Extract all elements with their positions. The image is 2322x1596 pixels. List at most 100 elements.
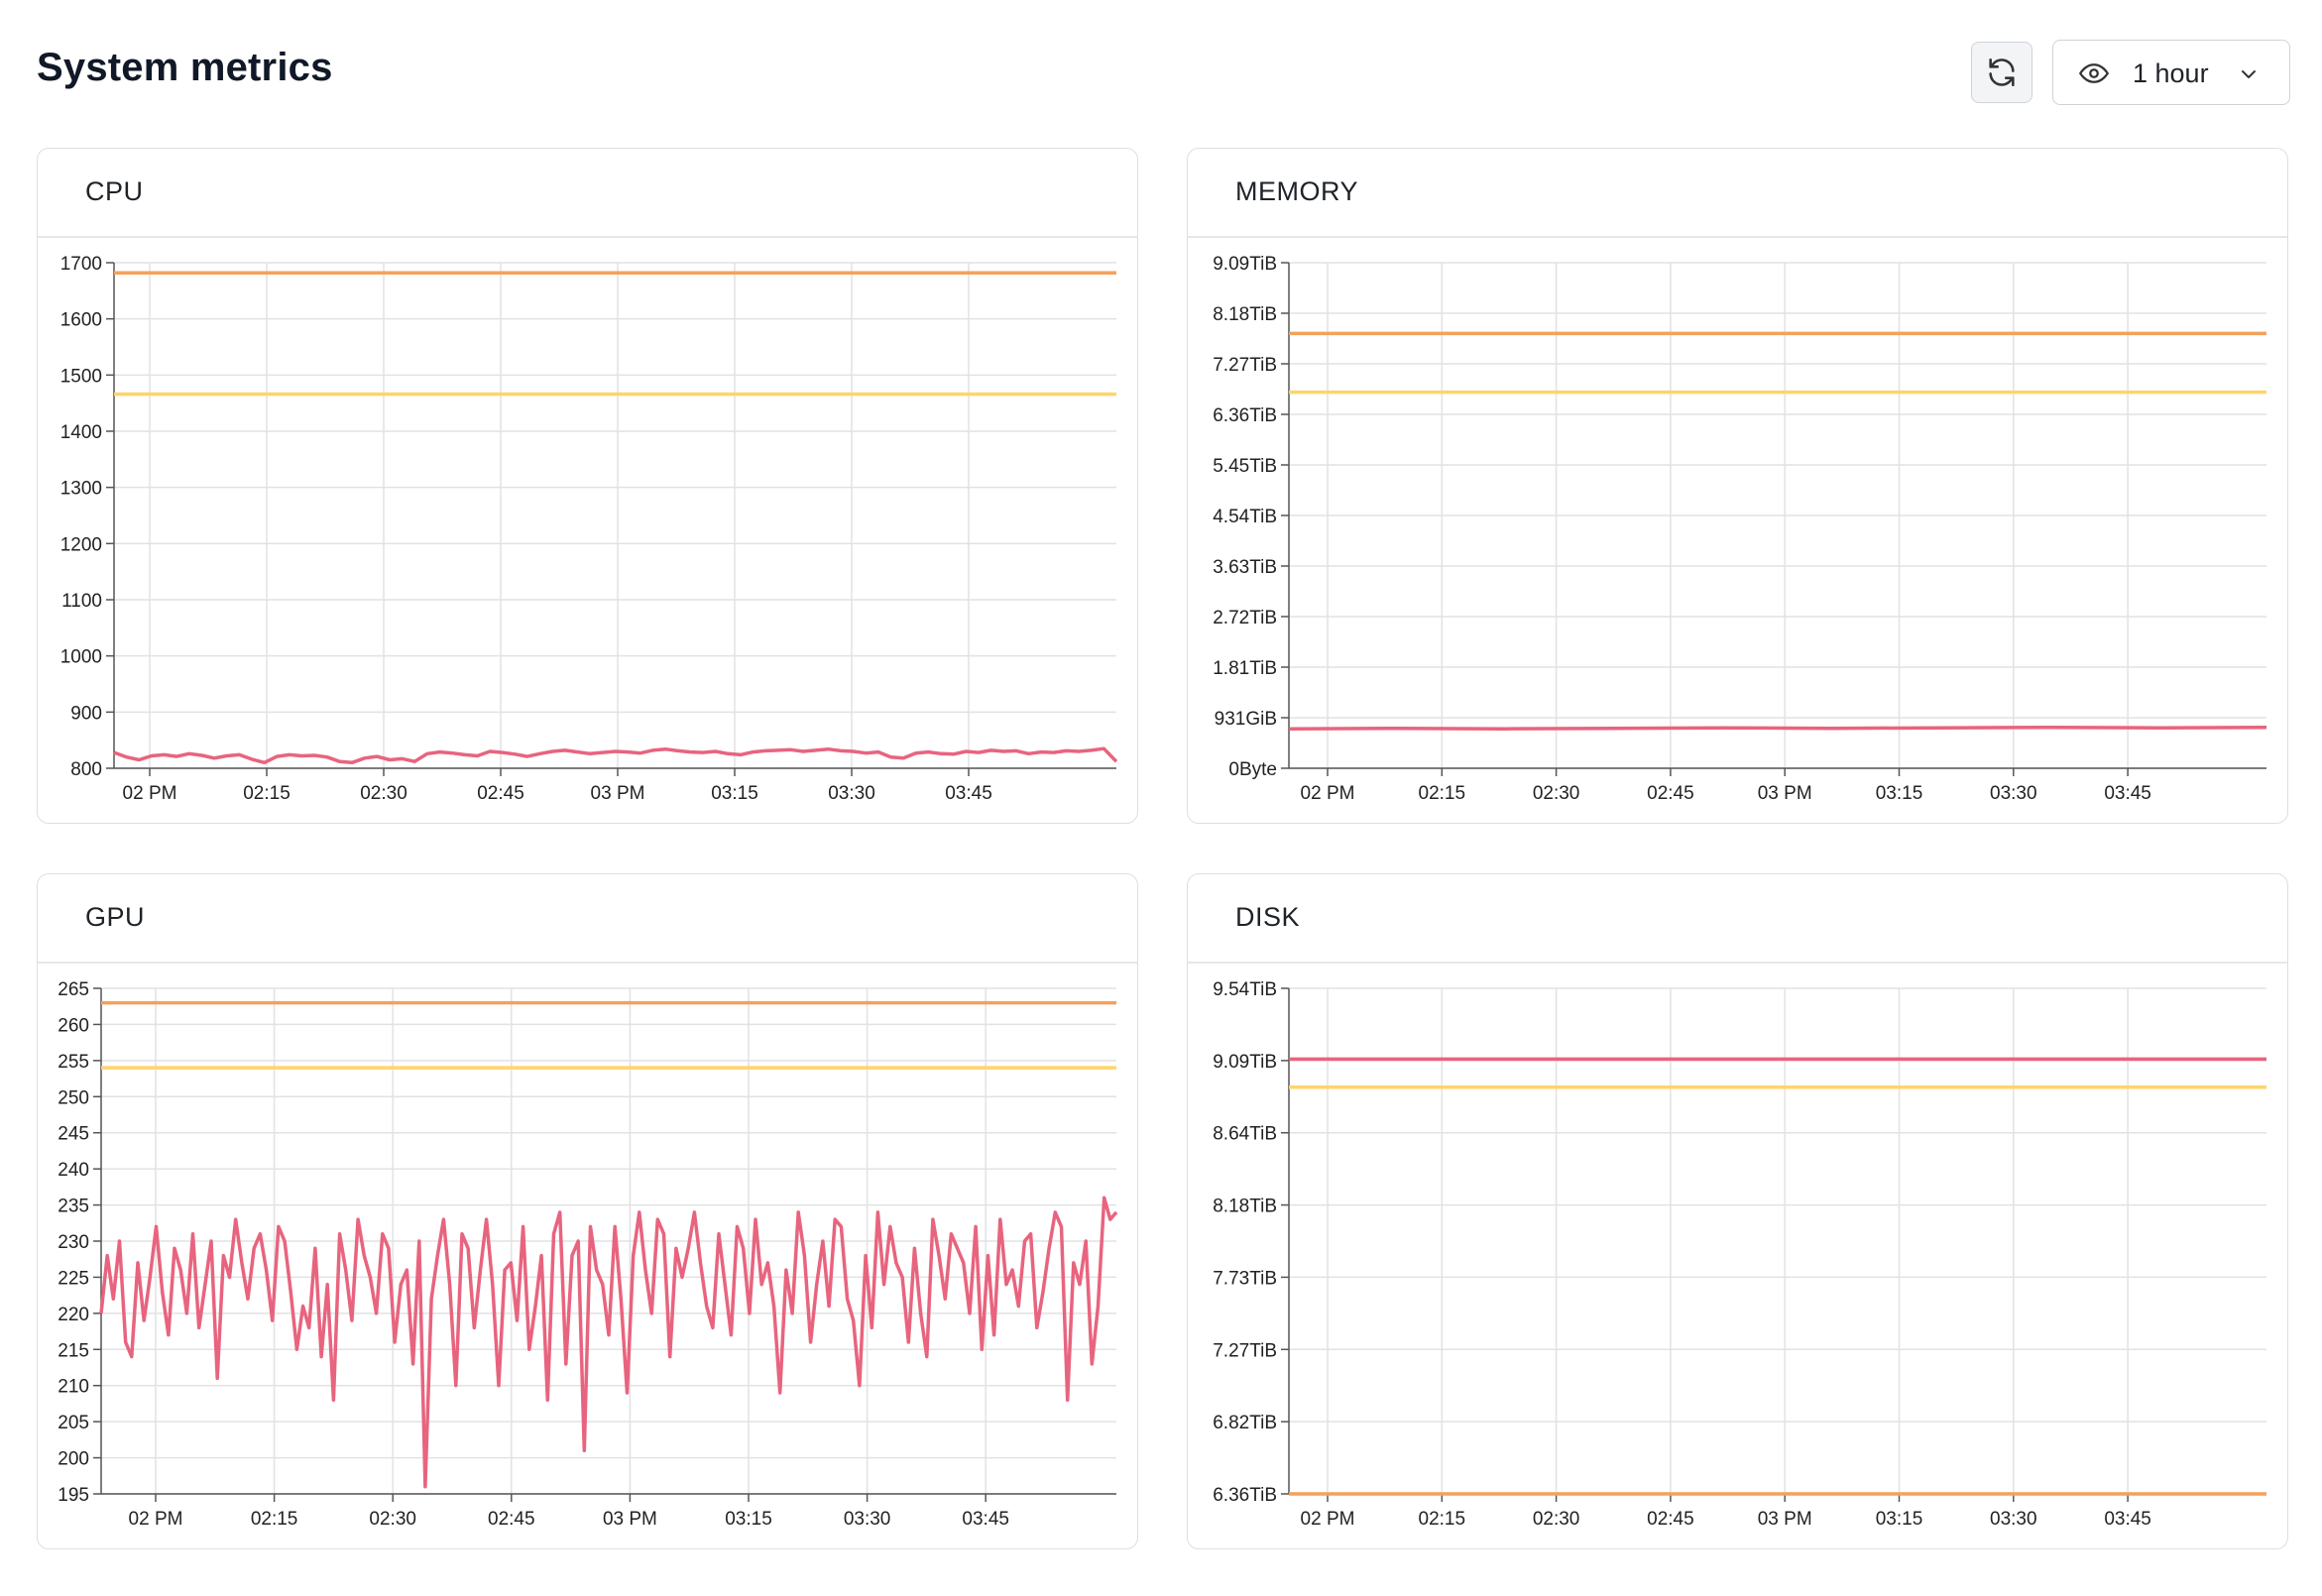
refresh-icon: [1989, 57, 2015, 87]
y-tick-label: 1600: [60, 310, 102, 331]
x-tick-label: 02:30: [1533, 1509, 1580, 1530]
y-tick-label: 265: [58, 979, 89, 1000]
y-tick-label: 1400: [60, 422, 102, 443]
y-tick-label: 230: [58, 1232, 89, 1253]
y-tick-label: 1000: [60, 647, 102, 668]
y-tick-label: 235: [58, 1197, 89, 1217]
y-tick-label: 7.27TiB: [1213, 355, 1277, 376]
chevron-down-icon: [2242, 70, 2256, 78]
y-tick-label: 931GiB: [1215, 709, 1277, 730]
y-tick-label: 7.27TiB: [1213, 1340, 1277, 1361]
x-tick-label: 02:30: [360, 783, 407, 804]
x-tick-label: 03:45: [2104, 783, 2151, 804]
gpu-card: GPU 195 200 205 210 215 220 225 230 235 240 245 250…: [37, 873, 1138, 1549]
x-tick-label: 03:30: [828, 783, 875, 804]
y-tick-label: 9.09TiB: [1213, 254, 1277, 275]
y-tick-label: 240: [58, 1160, 89, 1181]
y-tick-label: 5.45TiB: [1213, 456, 1277, 477]
x-tick-label: 02:30: [369, 1509, 416, 1530]
y-tick-label: 210: [58, 1377, 89, 1398]
memory-chart: 0Byte 931GiB 1.81TiB 2.72TiB 3.63TiB 4.54TiB 5…: [1213, 254, 2267, 804]
x-tick-label: 03:30: [1990, 1509, 2037, 1530]
series-line-2: [99, 1196, 1118, 1489]
x-tick-label: 03 PM: [591, 783, 645, 804]
series-line-2: [113, 746, 1118, 765]
x-tick-label: 02:30: [1533, 783, 1580, 804]
x-tick-label: 02 PM: [123, 783, 177, 804]
y-tick-label: 1500: [60, 366, 102, 387]
y-tick-label: 205: [58, 1413, 89, 1433]
x-tick-label: 02:15: [251, 1509, 298, 1530]
x-tick-label: 03 PM: [1758, 783, 1812, 804]
y-tick-label: 9.54TiB: [1213, 979, 1277, 1000]
gpu-card-title: GPU: [85, 902, 146, 932]
x-tick-label: 03:15: [711, 783, 758, 804]
card-divider: [38, 962, 1137, 964]
x-tick-label: 02:45: [1647, 783, 1694, 804]
y-tick-label: 8.64TiB: [1213, 1124, 1277, 1145]
gpu-chart: 195 200 205 210 215 220 225 230 235 240 245 250 255 2…: [58, 979, 1118, 1530]
y-tick-label: 215: [58, 1340, 89, 1361]
y-tick-label: 245: [58, 1124, 89, 1145]
y-tick-label: 220: [58, 1305, 89, 1325]
y-tick-label: 2.72TiB: [1213, 608, 1277, 628]
x-tick-label: 03:45: [2104, 1509, 2151, 1530]
memory-card-title: MEMORY: [1235, 176, 1359, 206]
x-tick-label: 03:15: [1876, 783, 1923, 804]
y-tick-label: 9.09TiB: [1213, 1052, 1277, 1073]
x-tick-label: 02:15: [1419, 1509, 1466, 1530]
x-tick-label: 03:30: [1990, 783, 2037, 804]
disk-card: DISK 6.36TiB 6.82TiB 7.27TiB 7.73TiB 8.18TiB…: [1187, 873, 2288, 1549]
y-tick-label: 900: [70, 703, 102, 724]
x-tick-label: 03:15: [1876, 1509, 1923, 1530]
y-tick-label: 8.18TiB: [1213, 1197, 1277, 1217]
disk-chart: 6.36TiB 6.82TiB 7.27TiB 7.73TiB 8.18TiB 8.64T…: [1213, 979, 2266, 1530]
cpu-card-title: CPU: [85, 176, 144, 206]
x-tick-label: 02:45: [1647, 1509, 1694, 1530]
x-tick-label: 02 PM: [129, 1509, 183, 1530]
x-tick-label: 02:15: [1419, 783, 1466, 804]
y-tick-label: 1200: [60, 534, 102, 555]
card-divider: [38, 236, 1137, 238]
y-tick-label: 195: [58, 1485, 89, 1506]
x-tick-label: 02:45: [477, 783, 524, 804]
y-tick-label: 225: [58, 1268, 89, 1289]
time-range-value: 1 hour: [2133, 58, 2209, 88]
refresh-button[interactable]: [1971, 42, 2032, 103]
y-tick-label: 800: [70, 759, 102, 780]
y-tick-label: 260: [58, 1015, 89, 1036]
y-tick-label: 1300: [60, 479, 102, 500]
y-tick-label: 1700: [60, 254, 102, 275]
time-range-select[interactable]: 1 hour: [2052, 40, 2290, 105]
x-tick-label: 02 PM: [1301, 783, 1355, 804]
y-tick-label: 250: [58, 1087, 89, 1108]
disk-card-title: DISK: [1235, 902, 1301, 932]
y-tick-label: 4.54TiB: [1213, 507, 1277, 527]
y-tick-label: 6.82TiB: [1213, 1413, 1277, 1433]
page-title: System metrics: [37, 46, 333, 89]
y-tick-label: 6.36TiB: [1213, 405, 1277, 426]
y-tick-label: 3.63TiB: [1213, 557, 1277, 578]
y-tick-label: 0Byte: [1228, 759, 1277, 780]
cpu-chart: 800 900 1000 1100 1200 1300 1400 1500 1600 1700 02…: [60, 254, 1118, 804]
page-header: System metrics 1 hour: [37, 0, 2290, 149]
x-tick-label: 03 PM: [1758, 1509, 1812, 1530]
x-tick-label: 03:45: [962, 1509, 1009, 1530]
memory-card: MEMORY 0Byte 931GiB 1.81TiB 2.72TiB 3.63TiB 4…: [1187, 148, 2288, 824]
x-tick-label: 03:30: [844, 1509, 891, 1530]
x-tick-label: 03:15: [725, 1509, 772, 1530]
card-divider: [1188, 962, 2287, 964]
y-tick-label: 200: [58, 1449, 89, 1470]
x-tick-label: 02:45: [488, 1509, 535, 1530]
y-tick-label: 1.81TiB: [1213, 658, 1277, 679]
series-line-2: [1288, 725, 2267, 731]
card-divider: [1188, 236, 2287, 238]
x-tick-label: 02:15: [243, 783, 290, 804]
y-tick-label: 255: [58, 1052, 89, 1073]
x-tick-label: 03:45: [945, 783, 992, 804]
x-tick-label: 02 PM: [1301, 1509, 1355, 1530]
y-tick-label: 6.36TiB: [1213, 1485, 1277, 1506]
eye-icon: [2079, 63, 2109, 83]
x-tick-label: 03 PM: [603, 1509, 657, 1530]
y-tick-label: 7.73TiB: [1213, 1268, 1277, 1289]
